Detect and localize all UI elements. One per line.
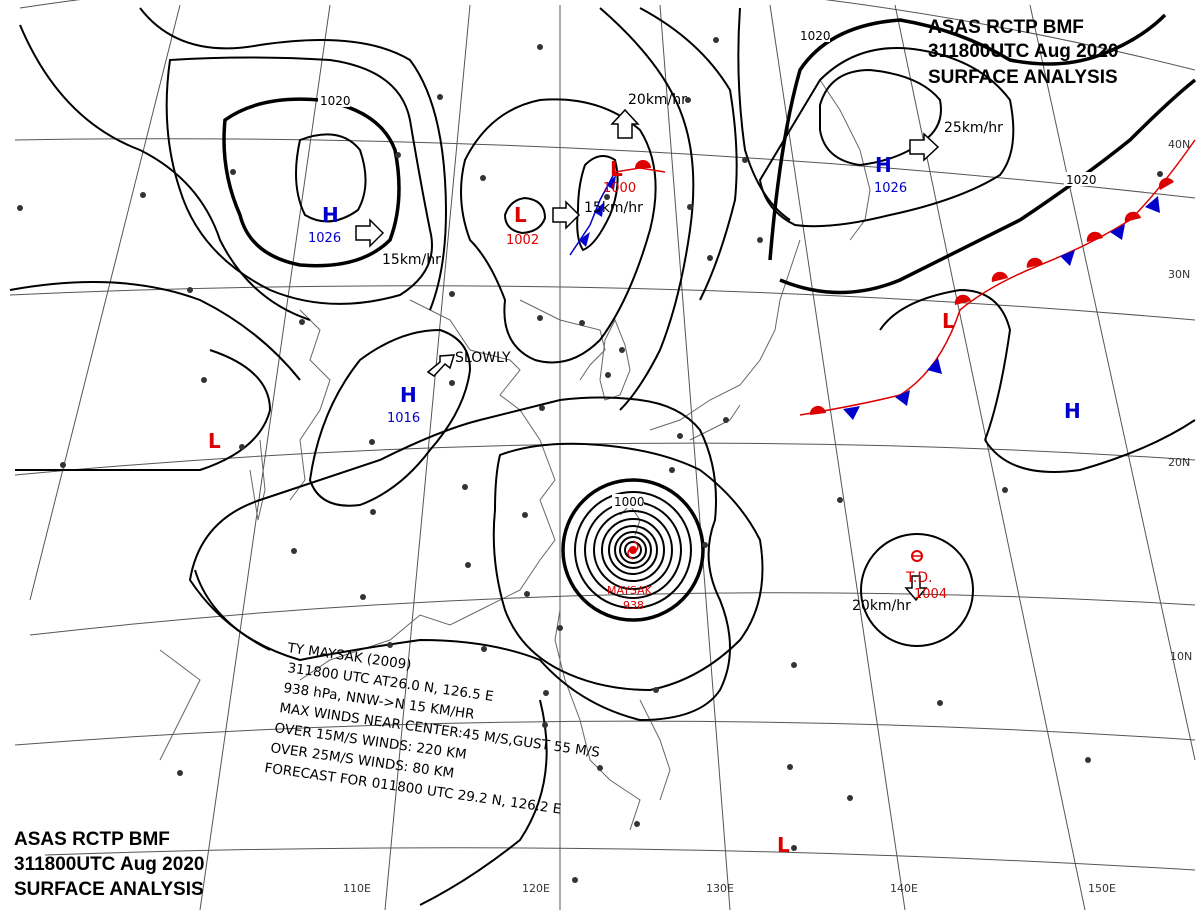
high-symbol: H bbox=[875, 153, 892, 177]
low-symbol: L bbox=[514, 203, 527, 227]
high-east: H bbox=[1064, 399, 1081, 423]
lat-label: 10N bbox=[1170, 650, 1192, 663]
typhoon-pressure: 938 bbox=[623, 599, 644, 612]
high-symbol: H bbox=[1064, 399, 1081, 423]
high-ne: H 1026 bbox=[874, 153, 907, 196]
lon-label: 120E bbox=[522, 882, 550, 895]
isobar-label: 1020 bbox=[800, 29, 831, 43]
typhoon-name: MAYSAK bbox=[607, 584, 653, 597]
low-symbol: L bbox=[208, 429, 221, 453]
high-pressure: 1026 bbox=[874, 181, 907, 196]
high-pressure: 1026 bbox=[308, 231, 341, 246]
low-symbol: L bbox=[610, 157, 623, 181]
lat-label: 20N bbox=[1168, 456, 1190, 469]
low-korea: L 1000 bbox=[603, 157, 636, 196]
lon-label: 150E bbox=[1088, 882, 1116, 895]
graticule bbox=[9, 0, 1196, 911]
lon-label: 140E bbox=[890, 882, 918, 895]
arrow-up-icon bbox=[610, 108, 640, 139]
motion-label: 25km/hr bbox=[944, 120, 1003, 136]
lon-labels: 110E 120E 130E 140E 150E bbox=[343, 882, 1116, 895]
high-symbol: H bbox=[322, 203, 339, 227]
lon-label: 130E bbox=[706, 882, 734, 895]
low-west: L bbox=[208, 429, 221, 453]
header-line2: 311800UTC Aug 2020 bbox=[928, 41, 1118, 62]
td-label: T.D. bbox=[905, 570, 933, 586]
cold-front-korea bbox=[569, 160, 666, 256]
high-symbol: H bbox=[400, 383, 417, 407]
high-nw: H 1026 bbox=[308, 203, 341, 246]
motion-arrows: 15km/hr 15km/hr 20km/hr 25km/hr SLOWLY 2… bbox=[355, 92, 1003, 614]
coastlines bbox=[159, 79, 871, 831]
arrow-right-icon bbox=[552, 200, 581, 230]
motion-label: 20km/hr bbox=[852, 598, 911, 614]
low-front: L bbox=[942, 309, 955, 333]
td-pressure: 1004 bbox=[914, 587, 947, 602]
low-pressure: 1000 bbox=[603, 181, 636, 196]
motion-label: 15km/hr bbox=[382, 252, 441, 268]
low-pressure: 1002 bbox=[506, 233, 539, 248]
isobar-label: 1020 bbox=[320, 94, 351, 108]
header-line1: ASAS RCTP BMF bbox=[928, 17, 1084, 38]
isobars bbox=[9, 7, 1197, 906]
lat-labels: 40N 30N 20N 10N bbox=[1168, 138, 1192, 663]
high-pressure: 1016 bbox=[387, 411, 420, 426]
typhoon-symbol: MAYSAK 938 bbox=[607, 540, 653, 612]
motion-label: 20km/hr bbox=[628, 92, 687, 108]
typhoon-info: TY MAYSAK (2009) 311800 UTC AT26.0 N, 12… bbox=[263, 640, 600, 818]
low-south: L bbox=[777, 833, 790, 857]
low-symbol: L bbox=[777, 833, 790, 857]
lat-label: 40N bbox=[1168, 138, 1190, 151]
stationary-front bbox=[799, 139, 1196, 420]
motion-label: 15km/hr bbox=[584, 200, 643, 216]
header-bottom: ASAS RCTP BMF 311800UTC Aug 2020 SURFACE… bbox=[14, 829, 204, 900]
high-central: H 1016 bbox=[387, 383, 420, 426]
tropical-depression: T.D. 1004 bbox=[905, 550, 947, 602]
isobar-labels: 1020 1020 1020 1000 bbox=[318, 28, 1097, 509]
footer-line3: SURFACE ANALYSIS bbox=[14, 879, 204, 900]
station-markers bbox=[17, 37, 1163, 883]
isobar-label: 1020 bbox=[1066, 173, 1097, 187]
lon-label: 110E bbox=[343, 882, 371, 895]
arrow-up-right-icon bbox=[426, 354, 456, 377]
motion-label: SLOWLY bbox=[455, 350, 511, 366]
header-top: ASAS RCTP BMF 311800UTC Aug 2020 SURFACE… bbox=[928, 17, 1118, 88]
footer-line2: 311800UTC Aug 2020 bbox=[14, 854, 204, 875]
arrow-right-icon bbox=[909, 132, 940, 162]
isobar-label: 1000 bbox=[614, 495, 645, 509]
pressure-systems: H 1026 L 1002 L 1000 H 1026 H 1016 L H L… bbox=[208, 153, 1081, 857]
low-symbol: L bbox=[942, 309, 955, 333]
low-small: L 1002 bbox=[506, 203, 539, 248]
arrow-down-icon bbox=[904, 575, 928, 602]
arrow-right-icon bbox=[355, 218, 385, 248]
footer-line1: ASAS RCTP BMF bbox=[14, 829, 170, 850]
lat-label: 30N bbox=[1168, 268, 1190, 281]
header-line3: SURFACE ANALYSIS bbox=[928, 67, 1118, 88]
